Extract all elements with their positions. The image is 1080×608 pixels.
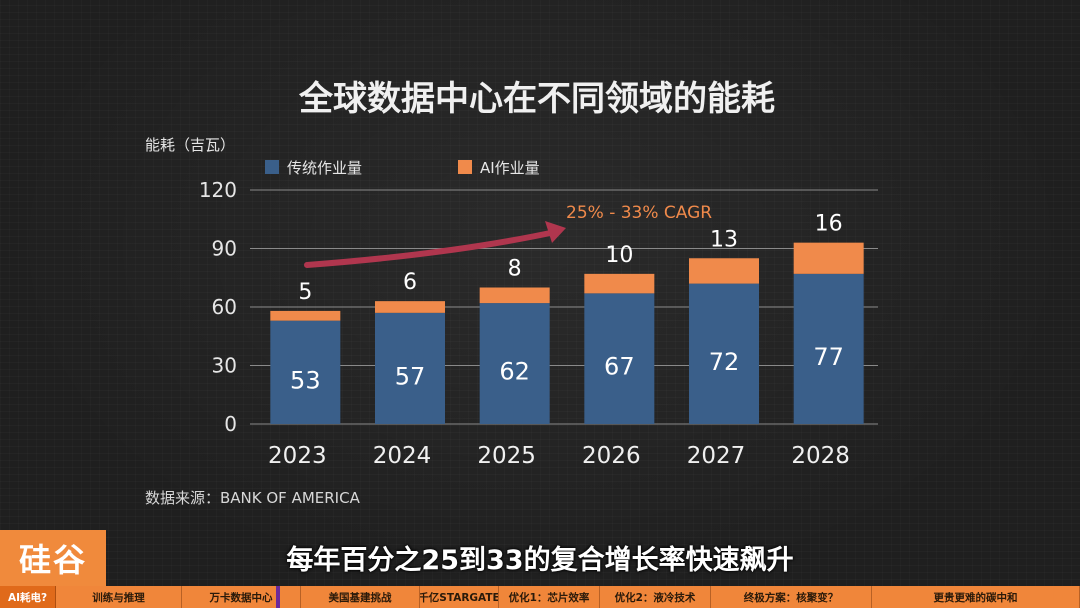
nav-item[interactable]: 更贵更难的碳中和 — [872, 586, 1080, 608]
x-tick-label: 2027 — [687, 443, 746, 469]
y-ticks: 0 30 60 90 120 — [199, 178, 237, 436]
data-label-traditional: 77 — [813, 343, 844, 371]
x-tick-label: 2028 — [791, 443, 850, 469]
nav-item[interactable]: 训练与推理 — [56, 586, 182, 608]
source-note: 数据来源：BANK OF AMERICA — [145, 489, 361, 507]
cagr-label: 25% - 33% CAGR — [566, 203, 712, 223]
bar-traditional — [793, 273, 864, 424]
bar-traditional — [270, 320, 341, 424]
bar-ai — [375, 301, 445, 313]
data-label-traditional: 57 — [395, 362, 426, 390]
nav-item[interactable]: 优化2：液冷技术 — [600, 586, 711, 608]
nav-item[interactable]: 终极方案：核聚变？ — [711, 586, 872, 608]
nav-item[interactable]: 万卡数据中心 — [182, 586, 301, 608]
bar-ai — [479, 287, 550, 304]
bar-ai — [584, 273, 655, 294]
y-tick-label: 90 — [212, 237, 237, 261]
legend-swatch — [458, 160, 472, 174]
data-label-ai: 6 — [403, 270, 417, 295]
y-axis-label: 能耗（吉瓦） — [145, 136, 235, 154]
data-label-ai: 5 — [298, 280, 312, 305]
nav-item[interactable]: 优化1：芯片效率 — [499, 586, 600, 608]
data-label-ai: 16 — [815, 212, 843, 237]
data-label-traditional: 62 — [499, 358, 530, 386]
logo: 硅谷 — [0, 530, 106, 586]
gridlines — [250, 189, 878, 425]
cagr-arrow — [304, 229, 558, 268]
bar-traditional — [584, 293, 655, 424]
legend: 传统作业量 AI作业量 — [265, 159, 540, 177]
data-label-traditional: 72 — [709, 348, 740, 376]
data-label-traditional: 53 — [290, 366, 321, 394]
bars: 53 5 2023 57 6 2024 62 8 2025 67 10 2026 72 13 2027 77 1… — [268, 212, 864, 469]
data-label-ai: 10 — [605, 243, 633, 268]
bar-ai — [793, 242, 864, 274]
nav-item[interactable]: 美国基建挑战 — [301, 586, 420, 608]
chart-title: 全球数据中心在不同领域的能耗 — [298, 79, 775, 119]
data-label-traditional: 67 — [604, 353, 635, 381]
x-tick-label: 2023 — [268, 443, 327, 469]
legend-swatch — [265, 160, 279, 174]
y-tick-label: 120 — [199, 178, 237, 202]
legend-label: 传统作业量 — [287, 159, 362, 177]
bar-ai — [270, 310, 341, 321]
legend-label: AI作业量 — [480, 159, 540, 177]
y-tick-label: 0 — [224, 412, 237, 436]
progress-marker — [276, 586, 280, 608]
bar-traditional — [689, 283, 759, 424]
cagr-arrowhead — [545, 221, 566, 243]
chart: 全球数据中心在不同领域的能耗 能耗（吉瓦） 传统作业量 AI作业量 0 30 60 90… — [145, 79, 878, 507]
data-label-ai: 8 — [508, 257, 522, 282]
y-tick-label: 30 — [212, 354, 237, 378]
bar-ai — [689, 258, 759, 284]
nav-item[interactable]: AI耗电? — [0, 586, 56, 608]
data-label-ai: 13 — [710, 227, 738, 252]
bar-traditional — [479, 303, 550, 424]
cagr-annotation: 25% - 33% CAGR — [304, 203, 712, 268]
x-tick-label: 2026 — [582, 443, 641, 469]
x-tick-label: 2025 — [477, 443, 536, 469]
x-tick-label: 2024 — [373, 443, 432, 469]
bar-traditional — [375, 312, 445, 424]
y-tick-label: 60 — [212, 295, 237, 319]
nav-item[interactable]: 千亿STARGATE — [420, 586, 499, 608]
video-subtitle: 每年百分之25到33的复合增长率快速飙升 — [286, 545, 794, 576]
chapter-nav: AI耗电? 训练与推理 万卡数据中心 美国基建挑战 千亿STARGATE 优化1：芯片效率… — [0, 586, 1080, 608]
